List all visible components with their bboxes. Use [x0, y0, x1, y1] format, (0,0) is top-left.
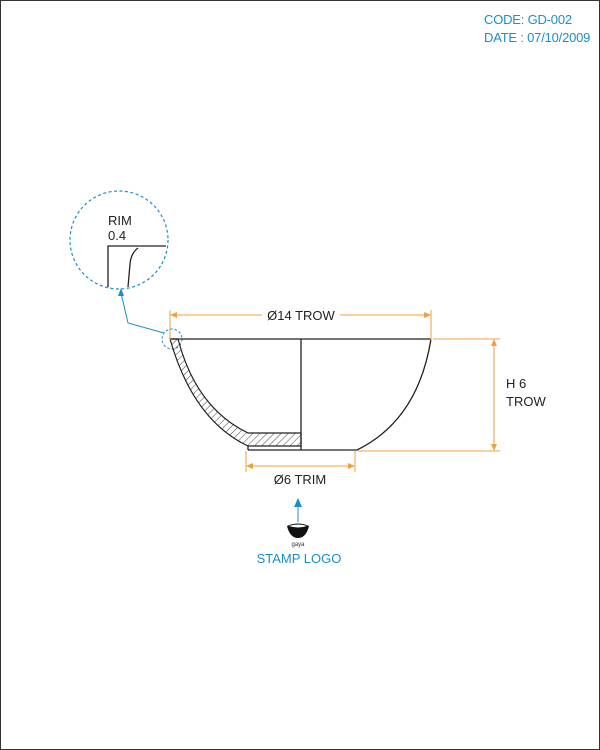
- rim-detail-callout: RIM 0.4: [69, 190, 169, 290]
- detail-circle: [69, 190, 169, 290]
- bowl-wall-hatch: [169, 338, 302, 447]
- dimension-top-diameter: Ø14 TROW: [169, 308, 432, 340]
- height-label-line2: TROW: [506, 394, 546, 409]
- diameter-top-label: Ø14 TROW: [267, 308, 335, 323]
- stamp-label: STAMP LOGO: [257, 551, 342, 566]
- height-label-line1: H 6: [506, 376, 526, 391]
- detail-title: RIM: [108, 213, 132, 228]
- drawing-meta: CODE: GD-002 DATE : 07/10/2009: [484, 11, 590, 47]
- diameter-bottom-label: Ø6 TRIM: [274, 472, 327, 487]
- bowl-section: [169, 338, 432, 451]
- detail-rim-profile: [107, 245, 166, 287]
- leader-arrowhead: [118, 288, 124, 296]
- stamp-logo-text: gaya: [291, 542, 305, 548]
- detail-value: 0.4: [108, 228, 126, 243]
- drawing-code: CODE: GD-002: [484, 12, 572, 27]
- detail-rim-inner: [127, 247, 139, 288]
- stamp-logo: gaya STAMP LOGO: [257, 498, 342, 566]
- bowl-outer-right: [301, 338, 432, 451]
- leader-line: [120, 292, 165, 334]
- dimension-bottom-diameter: Ø6 TRIM: [245, 451, 356, 487]
- stamp-arrowhead: [294, 498, 302, 507]
- dimension-height: H 6 TROW: [358, 338, 546, 452]
- drawing-date: DATE : 07/10/2009: [484, 30, 591, 45]
- bowl-logo-icon: [287, 523, 309, 538]
